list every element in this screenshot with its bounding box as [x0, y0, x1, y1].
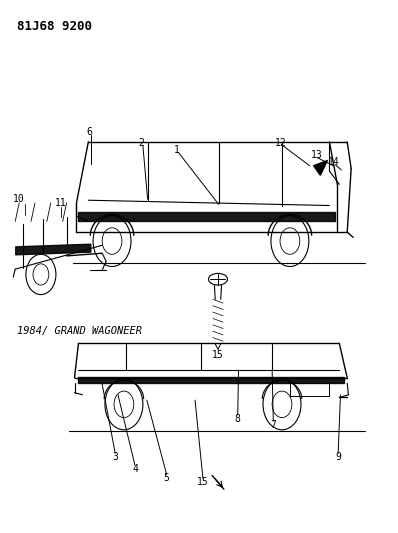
Text: 6: 6: [86, 127, 92, 137]
Text: 2: 2: [139, 138, 144, 148]
Text: 1: 1: [174, 145, 180, 155]
Text: 12: 12: [275, 138, 287, 148]
Text: 13: 13: [310, 150, 322, 160]
Polygon shape: [314, 160, 328, 175]
Text: 4: 4: [132, 464, 138, 474]
Bar: [290, 383, 330, 397]
Text: 1984/ GRAND WAGONEER: 1984/ GRAND WAGONEER: [17, 326, 142, 336]
Text: 3: 3: [112, 452, 118, 462]
Text: 5: 5: [164, 473, 170, 483]
Text: 15: 15: [197, 477, 209, 487]
Text: 14: 14: [328, 157, 340, 167]
Text: 7: 7: [270, 420, 276, 430]
Text: 8: 8: [235, 414, 241, 424]
Text: 10: 10: [13, 194, 25, 204]
Text: 11: 11: [55, 198, 66, 208]
Text: 81J68 9200: 81J68 9200: [17, 20, 92, 33]
Text: 9: 9: [335, 452, 341, 462]
Text: 15: 15: [212, 350, 224, 360]
